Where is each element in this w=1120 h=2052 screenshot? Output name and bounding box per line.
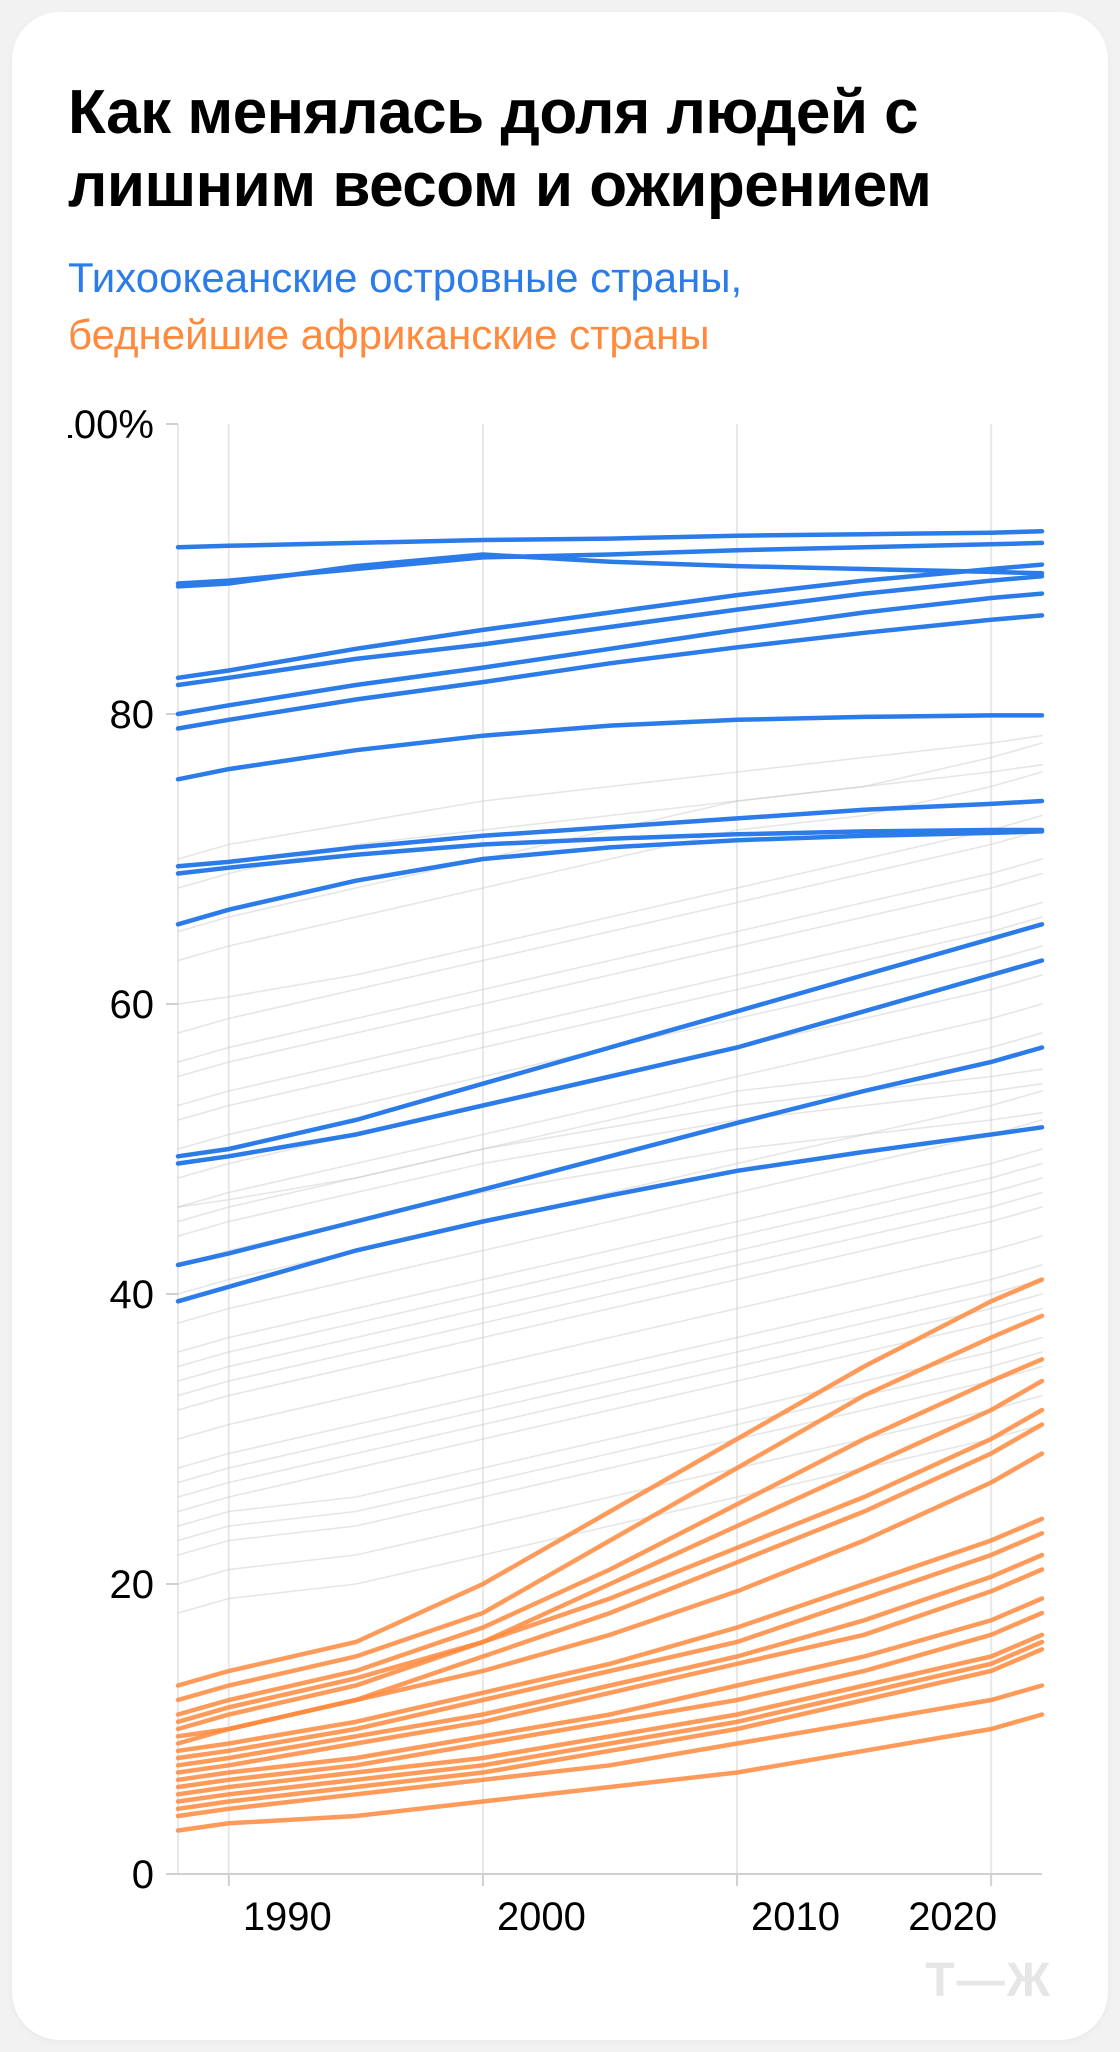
- svg-text:40: 40: [110, 1273, 155, 1317]
- svg-text:2010: 2010: [751, 1895, 840, 1939]
- svg-text:20: 20: [110, 1563, 155, 1607]
- svg-text:0: 0: [132, 1853, 154, 1897]
- chart-subtitle: Тихоокеанские островные страны, беднейши…: [68, 250, 1052, 363]
- svg-text:100%: 100%: [68, 404, 154, 447]
- svg-text:60: 60: [110, 983, 155, 1027]
- line-chart-svg: 0 20 40 60 80 100% 1990 2000 2010 2020: [68, 404, 1052, 1964]
- svg-text:1990: 1990: [243, 1895, 332, 1939]
- svg-text:2000: 2000: [497, 1895, 586, 1939]
- svg-text:2020: 2020: [908, 1895, 997, 1939]
- svg-text:80: 80: [110, 693, 155, 737]
- legend-africa: беднейшие африканские страны: [68, 311, 710, 358]
- chart-title: Как менялась доля людей с лишним весом и…: [68, 76, 1052, 222]
- chart-card: Как менялась доля людей с лишним весом и…: [12, 12, 1108, 2040]
- chart-plot-area: 0 20 40 60 80 100% 1990 2000 2010 2020: [68, 404, 1052, 1964]
- brand-logo: Т—Ж: [925, 1953, 1052, 2008]
- legend-pacific: Тихоокеанские островные страны,: [68, 254, 742, 301]
